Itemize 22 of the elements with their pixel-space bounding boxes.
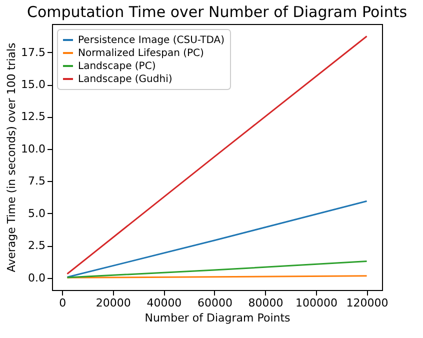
y-tick-label: 17.5	[21, 46, 46, 59]
y-tick-label: 12.5	[21, 110, 46, 124]
y-tick-label: 7.5	[28, 174, 46, 188]
x-tick-label: 60000	[197, 296, 232, 310]
x-tick-label: 40000	[146, 296, 182, 310]
legend-label: Landscape (PC)	[78, 61, 156, 72]
legend-label: Normalized Lifespan (PC)	[78, 48, 204, 59]
legend-label: Persistence Image (CSU-TDA)	[78, 35, 225, 46]
y-tick-label: 0.0	[28, 271, 46, 284]
y-tick-label: 15.0	[21, 78, 46, 92]
y-axis-title: Average Time (in seconds) over 100 trials	[5, 42, 18, 272]
x-axis-title: Number of Diagram Points	[144, 312, 291, 324]
chart-title: Computation Time over Number of Diagram Points	[26, 3, 408, 21]
x-tick-label: 0	[59, 296, 66, 310]
x-tick-label: 100000	[296, 296, 338, 310]
x-tick-label: 80000	[248, 296, 284, 310]
x-tick-label: 120000	[346, 296, 388, 310]
y-tick-label: 10.0	[21, 142, 46, 156]
y-tick-label: 5.0	[28, 206, 46, 220]
y-tick-label: 2.5	[28, 239, 46, 252]
x-tick-label: 20000	[96, 296, 131, 310]
legend-label: Landscape (Gudhi)	[78, 74, 172, 85]
